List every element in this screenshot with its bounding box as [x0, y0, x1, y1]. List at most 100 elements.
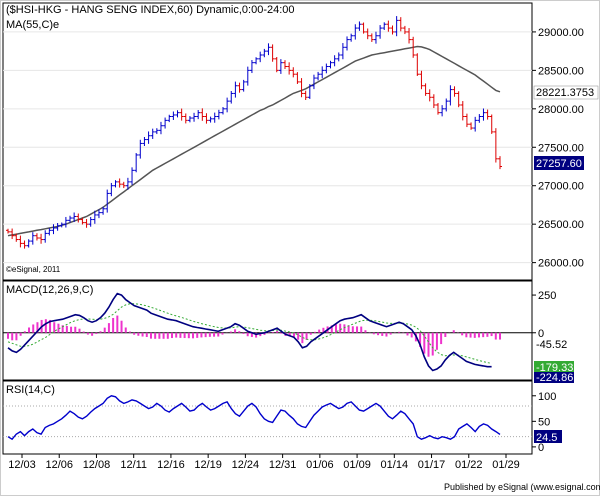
macd-signal-badge [534, 361, 574, 373]
price-bar [460, 101, 465, 121]
price-bar [39, 233, 44, 244]
price-bar [216, 109, 221, 120]
x-tick-label: 01/17 [418, 459, 446, 471]
x-tick-label: 01/09 [343, 459, 371, 471]
price-bar [63, 216, 68, 228]
price-bar [192, 112, 197, 122]
price-bar [254, 57, 259, 65]
price-bar [121, 181, 126, 189]
price-bar [167, 114, 172, 123]
price-bar [382, 22, 387, 31]
price-bar [452, 86, 457, 97]
price-bar [448, 85, 453, 106]
price-bar [229, 90, 234, 104]
price-bar [130, 167, 135, 185]
price-bar [328, 60, 333, 69]
x-tick-label: 01/06 [306, 459, 334, 471]
x-tick-label: 12/03 [8, 459, 36, 471]
price-bar [320, 66, 325, 79]
price-bar [365, 28, 370, 40]
price-bar [237, 82, 242, 93]
price-bar [233, 81, 238, 98]
price-bar [402, 25, 407, 35]
x-tick-label: 12/08 [83, 459, 111, 471]
price-bar [163, 117, 168, 129]
price-bar [241, 79, 246, 92]
price-bar [138, 139, 143, 159]
price-bar [117, 178, 122, 188]
macd-line-value: -224.86 [536, 372, 573, 384]
price-bar [345, 36, 350, 51]
price-bar [125, 177, 130, 190]
price-bar [92, 210, 97, 224]
price-bar [307, 84, 312, 99]
price-bar [30, 232, 35, 245]
price-bar [262, 48, 267, 58]
price-bar [291, 67, 296, 78]
price-bar [431, 94, 436, 109]
price-bar [423, 83, 428, 96]
ma-line [7, 45, 501, 237]
price-bar [353, 24, 358, 40]
price-ytick-label: 28000.00 [538, 104, 584, 116]
price-bar [146, 131, 151, 144]
price-bar [287, 62, 292, 75]
price-bar [196, 110, 201, 120]
price-bar [373, 31, 378, 44]
rsi-ytick-label: 100 [538, 391, 556, 403]
last-price-badge [534, 156, 584, 170]
x-tick-label: 01/22 [455, 459, 483, 471]
price-bar [258, 51, 263, 63]
macd-pane [2, 280, 533, 381]
price-bar [220, 107, 225, 115]
price-bar [386, 20, 391, 32]
footer-credit: Published by eSignal (www.esignal.com) [444, 482, 600, 492]
macd-signal-value: -179.33 [536, 362, 573, 374]
price-bar [14, 233, 19, 242]
price-bar [76, 213, 81, 223]
price-bar [311, 74, 316, 90]
price-bar [407, 28, 412, 44]
price-ytick-label: 26500.00 [538, 219, 584, 231]
price-bar [493, 128, 498, 163]
price-ytick-label: 29000.00 [538, 27, 584, 39]
price-bar [361, 22, 366, 34]
price-ytick-label: 27500.00 [538, 142, 584, 154]
price-bar [415, 53, 420, 76]
price-bar [485, 109, 490, 120]
price-bar [183, 113, 188, 124]
price-bar [473, 116, 478, 132]
watermark: ©eSignal, 2011 [6, 265, 61, 274]
price-bar [175, 110, 180, 118]
price-pane [2, 2, 533, 281]
macd-signal-line [7, 303, 492, 364]
x-tick-label: 01/14 [381, 459, 409, 471]
rsi-ytick-label: 0 [538, 442, 544, 454]
rsi-legend: RSI(14,C) [6, 384, 55, 396]
price-bar [200, 108, 205, 121]
price-bar [357, 21, 362, 31]
x-tick-label: 12/19 [194, 459, 222, 471]
price-bar [150, 128, 155, 139]
price-bar [245, 66, 250, 86]
price-bar [225, 97, 230, 113]
price-bar [444, 98, 449, 112]
price-bar [299, 78, 304, 98]
price-bar [498, 156, 502, 170]
price-bar [179, 108, 184, 121]
price-bar [96, 209, 101, 219]
macd-ytick-label: 250 [538, 290, 556, 302]
price-bar [435, 102, 440, 115]
price-bar [332, 55, 337, 67]
macd-ytick-label: 0 [538, 328, 544, 340]
price-bar [283, 60, 288, 70]
price-bar [101, 206, 106, 215]
price-bar [427, 89, 432, 102]
price-bar [10, 228, 15, 240]
price-bar [43, 230, 48, 243]
price-bar [187, 116, 192, 123]
price-ytick-label: 28500.00 [538, 65, 584, 77]
price-bar [440, 105, 445, 117]
price-bar [47, 228, 52, 236]
